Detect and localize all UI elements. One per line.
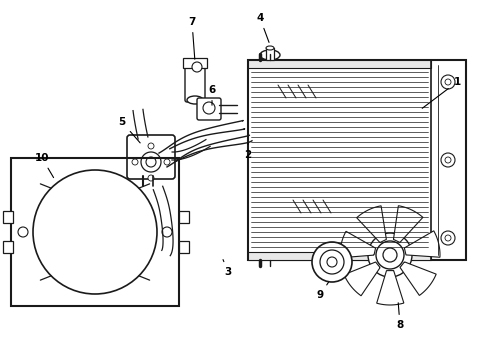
Text: 4: 4 — [256, 13, 269, 42]
Bar — [179, 241, 189, 253]
Text: 7: 7 — [188, 17, 196, 59]
Circle shape — [141, 152, 161, 172]
Ellipse shape — [187, 96, 203, 104]
Text: 3: 3 — [223, 260, 232, 277]
Bar — [3, 241, 13, 253]
PathPatch shape — [393, 206, 423, 242]
Circle shape — [383, 248, 397, 262]
Ellipse shape — [266, 46, 274, 50]
Circle shape — [441, 153, 455, 167]
Circle shape — [203, 102, 215, 114]
Circle shape — [445, 157, 451, 163]
Circle shape — [192, 62, 202, 72]
Bar — [248, 60, 466, 260]
FancyBboxPatch shape — [185, 60, 205, 102]
Bar — [431, 60, 466, 260]
Bar — [183, 58, 207, 68]
Text: 8: 8 — [396, 303, 404, 330]
Circle shape — [445, 235, 451, 241]
PathPatch shape — [344, 262, 380, 296]
Circle shape — [445, 79, 451, 85]
Ellipse shape — [260, 50, 280, 60]
Circle shape — [164, 159, 170, 165]
Circle shape — [441, 231, 455, 245]
Bar — [266, 48, 274, 60]
PathPatch shape — [357, 206, 386, 243]
Circle shape — [33, 170, 157, 294]
FancyBboxPatch shape — [197, 98, 221, 120]
FancyBboxPatch shape — [127, 135, 175, 179]
Text: 1: 1 — [422, 77, 461, 108]
Text: 10: 10 — [35, 153, 53, 177]
PathPatch shape — [340, 231, 375, 258]
Circle shape — [312, 242, 352, 282]
Circle shape — [18, 227, 28, 237]
Circle shape — [132, 159, 138, 165]
Circle shape — [368, 233, 412, 277]
Text: 5: 5 — [119, 117, 140, 143]
Circle shape — [376, 241, 404, 269]
Text: 2: 2 — [245, 143, 252, 160]
Bar — [3, 211, 13, 223]
Circle shape — [320, 250, 344, 274]
Circle shape — [327, 257, 337, 267]
Circle shape — [148, 175, 154, 181]
PathPatch shape — [404, 231, 440, 257]
Bar — [179, 211, 189, 223]
Bar — [248, 252, 431, 260]
PathPatch shape — [377, 271, 404, 305]
Text: 6: 6 — [208, 85, 216, 105]
Circle shape — [441, 75, 455, 89]
Text: 9: 9 — [317, 282, 328, 300]
Bar — [11, 158, 179, 306]
Bar — [248, 60, 431, 68]
PathPatch shape — [400, 262, 436, 296]
Circle shape — [148, 143, 154, 149]
Circle shape — [162, 227, 172, 237]
Circle shape — [146, 157, 156, 167]
